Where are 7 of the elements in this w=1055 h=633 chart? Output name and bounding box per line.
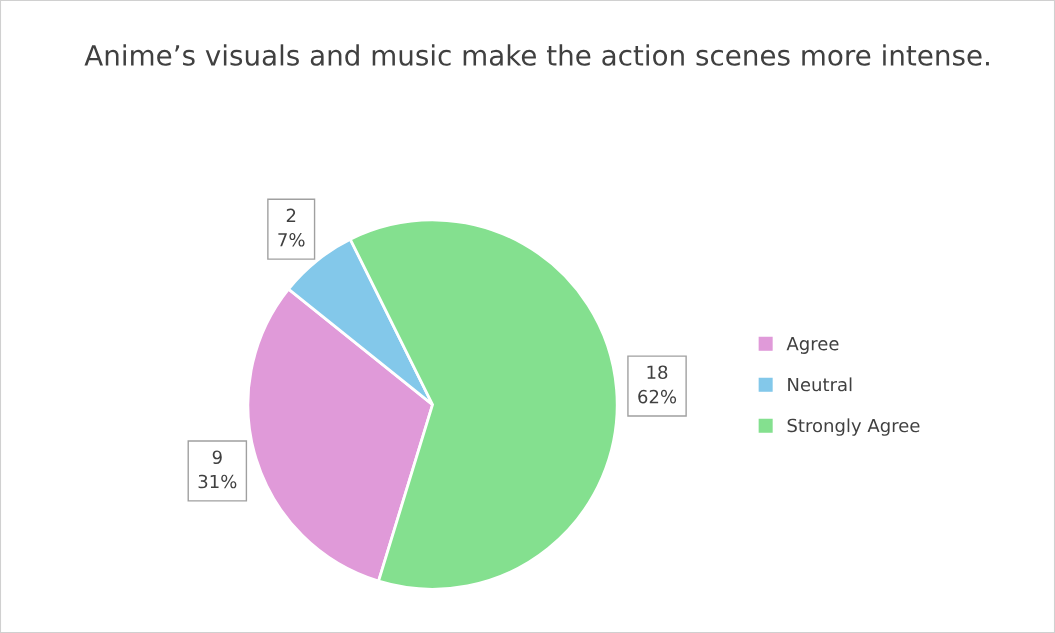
legend-label: Strongly Agree [787,418,920,436]
chart-title: Anime’s visuals and music make the action scenes more intense. [84,44,989,66]
data-label: 18 62% [638,365,677,404]
legend-label: Agree [786,337,839,354]
data-label: 2 7% [278,208,305,247]
legend-label: Neutral [788,377,852,392]
data-label: 9 31% [198,450,237,489]
